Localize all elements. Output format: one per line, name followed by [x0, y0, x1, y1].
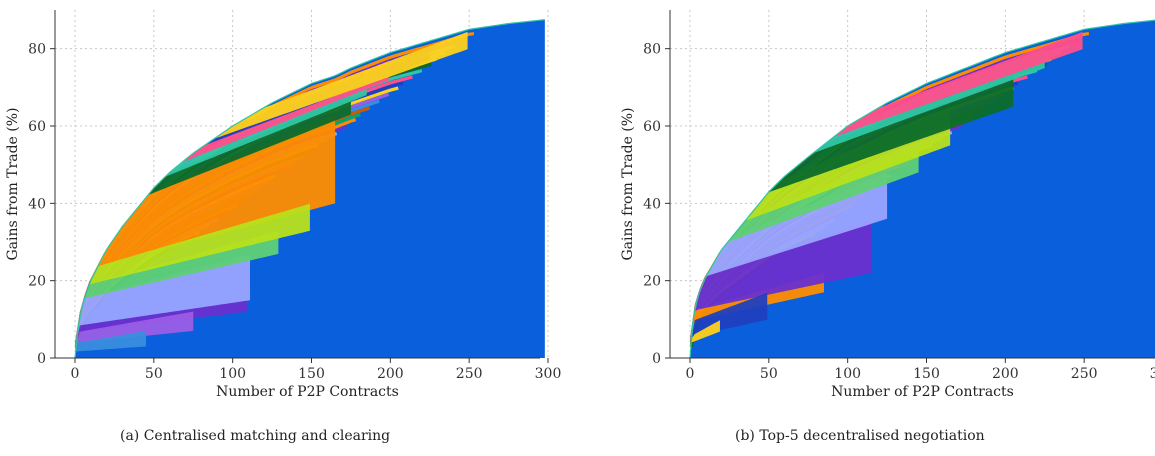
x-tick-label: 200	[377, 366, 404, 382]
caption-a: (a) Centralised matching and clearing	[120, 428, 391, 444]
y-axis-label: Gains from Trade (%)	[5, 108, 21, 261]
x-tick-label: 200	[992, 366, 1019, 382]
x-tick-label: 250	[456, 366, 483, 382]
y-axis-label: Gains from Trade (%)	[620, 108, 636, 261]
contract-band	[691, 31, 1083, 339]
y-tick-label: 20	[643, 274, 661, 290]
x-tick-label: 100	[219, 366, 246, 382]
x-tick-label: 300	[535, 366, 562, 382]
chart-panel-a: 0 50 100 150 200 250 300 0 20 40 60 80 Number of P2P…	[5, 10, 562, 400]
x-tick-label: 50	[145, 366, 163, 382]
x-tick-label: 300	[1150, 366, 1155, 382]
x-tick-label: 0	[686, 366, 695, 382]
y-tick-label: 20	[28, 274, 46, 290]
y-tick-label: 0	[37, 351, 46, 367]
x-tick-label: 0	[71, 366, 80, 382]
contract-band	[76, 60, 389, 343]
envelope-line	[74, 19, 545, 359]
contract-band	[691, 106, 951, 339]
y-tick-label: 60	[28, 119, 46, 135]
contract-band	[76, 254, 251, 343]
contract-band	[76, 330, 146, 352]
contract-band	[76, 31, 468, 343]
envelope-line	[689, 19, 1155, 359]
contract-band	[691, 320, 720, 343]
chart-panel-b: 0 50 100 150 200 250 300 0 20 40 60 80 Number of P2P…	[615, 0, 1155, 456]
chart-b: 0 50 100 150 200 250 300 0 20 40 60 80 Number of P2P…	[620, 10, 1155, 400]
caption-b: (b) Top-5 decentralised negotiation	[735, 428, 985, 444]
x-tick-label: 150	[913, 366, 940, 382]
contract-band	[691, 218, 872, 339]
x-axis-label: Number of P2P Contracts	[216, 384, 399, 400]
chart-a: 0 50 100 150 200 250 300 0 20 40 60 80 Number of P2P…	[5, 10, 562, 400]
contract-band	[76, 311, 194, 343]
x-tick-label: 250	[1071, 366, 1098, 382]
y-tick-label: 80	[28, 42, 46, 58]
contract-band	[691, 172, 888, 339]
x-tick-label: 50	[760, 366, 778, 382]
contract-band	[76, 203, 310, 343]
contract-band	[76, 95, 351, 343]
contract-band	[76, 114, 336, 343]
contract-band	[76, 230, 279, 343]
contract-band	[691, 68, 1014, 339]
y-tick-label: 80	[643, 42, 661, 58]
y-tick-label: 60	[643, 119, 661, 135]
x-tick-label: 150	[298, 366, 325, 382]
contract-band	[691, 48, 1045, 339]
y-tick-label: 40	[28, 196, 46, 212]
x-tick-label: 100	[834, 366, 861, 382]
y-tick-label: 0	[652, 351, 661, 367]
contract-band	[76, 79, 367, 343]
x-axis-label: Number of P2P Contracts	[831, 384, 1014, 400]
y-tick-label: 40	[643, 196, 661, 212]
